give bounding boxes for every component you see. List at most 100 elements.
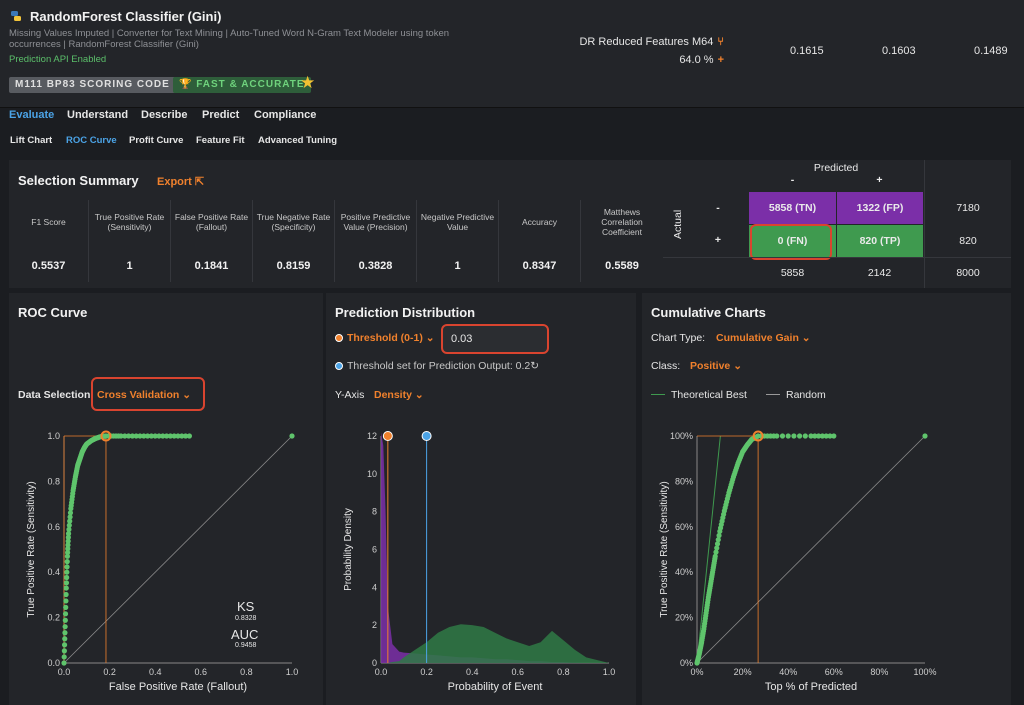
metric-value: 0.8347 (522, 260, 557, 272)
class-dropdown[interactable]: Positive ⌄ (690, 360, 742, 372)
y-tick-label: 12 (367, 431, 377, 441)
actual-pos-header: + (714, 234, 722, 246)
roc-point (175, 433, 181, 439)
y-tick-label: 2 (372, 620, 377, 630)
metric-value: 1 (126, 260, 133, 272)
roc-point (171, 433, 177, 439)
metric-value: 0.3828 (358, 260, 393, 272)
roc-point (65, 546, 71, 552)
roc-point (183, 433, 189, 439)
roc-point (152, 433, 158, 439)
roc-point (66, 522, 72, 528)
y-axis-label: Probability Density (343, 508, 354, 591)
selection-summary: Selection Summary Export ⇱ F1 Score 0.553… (9, 160, 663, 288)
cumulative-chart: 0% 20% 40% 60% 80% 100% 0% 20% 40% 60% 80% 100% Top … (659, 430, 937, 693)
refresh-icon[interactable]: ↻ (530, 360, 540, 372)
roc-point (64, 553, 71, 559)
feature-list[interactable]: DR Reduced Features M64 ⑂ (579, 36, 724, 48)
yaxis-value: Density (374, 389, 412, 401)
auc-label: AUC (231, 627, 259, 642)
metric-label: False Positive Rate (Fallout) (174, 212, 249, 232)
roc-point (133, 433, 139, 439)
ks-label: KS (237, 599, 255, 614)
x-tick-label: 20% (734, 667, 752, 677)
trophy-icon: 🏆 (179, 79, 197, 90)
true-negative-cell[interactable]: 5858 (TN) (749, 192, 836, 224)
ks-value: 0.8328 (235, 615, 257, 622)
yaxis-dropdown[interactable]: Density ⌄ (374, 389, 424, 401)
chevron-down-icon: ⌄ (182, 389, 192, 401)
plus-icon[interactable]: + (717, 54, 724, 66)
distribution-panel: Prediction Distribution Threshold (0-1) … (326, 293, 636, 705)
roc-point (63, 604, 69, 610)
cumulative-title: Cumulative Charts (651, 305, 766, 320)
false-positive-cell[interactable]: 1322 (FP) (836, 192, 923, 224)
roc-point (141, 433, 147, 439)
star-icon[interactable]: ★ (300, 73, 316, 92)
export-button[interactable]: Export ⇱ (157, 175, 204, 188)
y-tick-label: 6 (372, 545, 377, 555)
roc-point (63, 591, 69, 598)
fast-accurate-label: FAST & ACCURATE (196, 79, 305, 90)
subtab-feature-fit[interactable]: Feature Fit (196, 135, 245, 146)
selected-threshold-point (752, 430, 764, 442)
roc-point (289, 433, 295, 439)
gain-point (816, 433, 822, 439)
metric-value: 0.5589 (605, 260, 639, 272)
x-tick-label: 1.0 (286, 667, 299, 677)
false-negative-cell[interactable]: 0 (FN) (749, 225, 836, 257)
roc-point (164, 433, 170, 439)
x-tick-label: 0.2 (103, 667, 116, 677)
roc-point (126, 433, 132, 439)
gain-point (797, 433, 803, 439)
model-header: RandomForest Classifier (Gini) Missing V… (0, 0, 1024, 108)
cumulative-panel: Cumulative Charts Chart Type: Cumulative… (642, 293, 1011, 705)
subtab-roc-curve[interactable]: ROC Curve (66, 135, 117, 146)
roc-point (122, 433, 128, 439)
legend-random: Random (766, 389, 826, 401)
metric-column: Negative Predictive Value 1 (417, 200, 499, 282)
y-axis-label: True Positive Rate (Sensitivity) (659, 481, 670, 617)
true-positive-cell[interactable]: 820 (TP) (836, 225, 923, 257)
chart-type-dropdown[interactable]: Cumulative Gain ⌄ (716, 332, 811, 344)
gain-point (812, 433, 818, 439)
subtab-profit-curve[interactable]: Profit Curve (129, 135, 184, 146)
legend-line-green (651, 394, 665, 395)
tab-evaluate[interactable]: Evaluate (9, 109, 55, 121)
roc-point (65, 538, 71, 544)
subtab-lift-chart[interactable]: Lift Chart (10, 135, 53, 146)
model-title: RandomForest Classifier (Gini) (30, 9, 222, 24)
gain-point (713, 549, 719, 555)
threshold-selector[interactable]: Threshold (0-1) ⌄ (335, 332, 435, 344)
tab-predict[interactable]: Predict (202, 109, 240, 121)
roc-title: ROC Curve (18, 305, 88, 320)
theoretical-best-line (696, 435, 721, 664)
roc-point (65, 549, 71, 556)
data-selection-dropdown[interactable]: Cross Validation ⌄ (97, 389, 191, 401)
x-tick-label: 60% (825, 667, 843, 677)
chart-type-value: Cumulative Gain (716, 332, 799, 344)
positive-class-area (381, 624, 609, 663)
threshold-input[interactable]: 0.03 (441, 324, 549, 354)
gain-point (831, 433, 837, 439)
data-selection-label: Data Selection: (18, 389, 94, 401)
x-tick-label: 1.0 (603, 667, 616, 677)
roc-point (129, 433, 135, 439)
metric-value: 0.1841 (194, 260, 229, 272)
roc-point (148, 433, 154, 439)
y-tick-label: 0.6 (47, 522, 60, 532)
subtab-advanced-tuning[interactable]: Advanced Tuning (258, 135, 337, 146)
tab-describe[interactable]: Describe (141, 109, 188, 121)
metric-label: True Negative Rate (Specificity) (256, 212, 331, 232)
roc-point (64, 564, 70, 570)
tab-understand[interactable]: Understand (67, 109, 129, 121)
metric-value: 1 (454, 260, 461, 272)
x-tick-label: 0.0 (58, 667, 71, 677)
metric-column: True Positive Rate (Sensitivity) 1 (89, 200, 171, 282)
output-threshold-handle (421, 431, 432, 441)
gain-point (819, 433, 825, 439)
tab-compliance[interactable]: Compliance (254, 109, 317, 121)
chart-type-label: Chart Type: (651, 332, 706, 344)
roc-point (67, 514, 73, 520)
x-tick-label: 0.2 (420, 667, 433, 677)
